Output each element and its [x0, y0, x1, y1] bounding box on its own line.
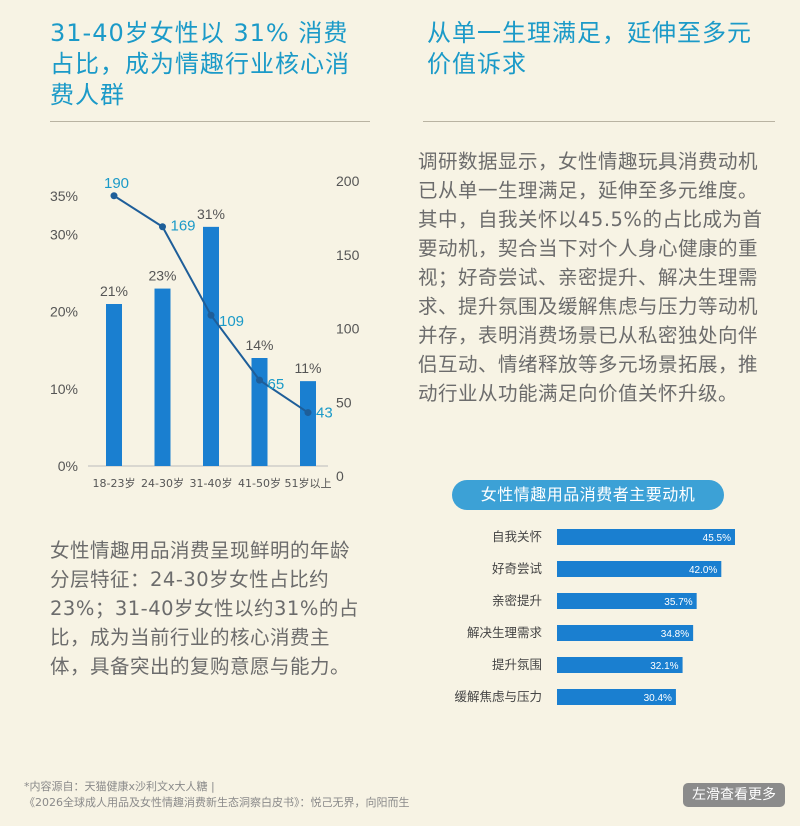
bar-value-label: 21% [100, 283, 128, 299]
line-value-label: 109 [219, 313, 244, 330]
motivation-bar [557, 625, 694, 641]
age-bar [154, 288, 171, 466]
bar-value-label: 11% [295, 360, 322, 376]
y-right-tick: 200 [336, 173, 360, 189]
age-bar [300, 381, 316, 466]
age-bar [251, 358, 268, 466]
line-value-label: 43 [316, 405, 333, 422]
count-point [207, 311, 215, 319]
line-value-label: 65 [268, 376, 285, 393]
age-distribution-chart: 0% 10% 20% 30% 35% 0 50 100 150 200 21% 23% 31% 14% 11… [50, 173, 360, 490]
motivation-category-label: 好奇尝试 [492, 561, 543, 576]
motivation-chart-title: 女性情趣用品消费者主要动机 [452, 480, 724, 510]
bar-value-label: 23% [148, 268, 176, 284]
motivation-value-label: 34.8% [661, 629, 689, 640]
y-left-tick: 0% [58, 458, 78, 474]
left-title: 31-40岁女性以 31% 消费占比，成为情趣行业核心消费人群 [50, 19, 350, 109]
line-value-label: 169 [171, 218, 196, 235]
x-tick-label: 24-30岁 [141, 476, 184, 490]
motivation-value-label: 42.0% [689, 565, 717, 576]
motivation-category-label: 缓解焦虑与压力 [454, 689, 542, 704]
count-point [304, 409, 312, 417]
count-point [110, 192, 118, 200]
motivation-value-label: 30.4% [644, 693, 672, 704]
x-tick-label: 41-50岁 [238, 476, 281, 490]
motivation-value-label: 45.5% [703, 533, 731, 544]
swipe-more-button[interactable]: 左滑查看更多 [683, 783, 785, 807]
line-value-label: 190 [104, 175, 129, 192]
motivation-category-label: 解决生理需求 [467, 625, 543, 640]
right-divider [423, 121, 775, 122]
age-bar [203, 226, 219, 466]
motivation-value-label: 35.7% [664, 597, 692, 608]
source-note-line1: *内容源自：天猫健康x沙利文x大人糖 | [24, 780, 215, 793]
bar-value-label: 14% [245, 337, 273, 353]
y-right-tick: 150 [336, 247, 360, 263]
motivation-category-label: 提升氛围 [492, 657, 542, 672]
motivation-bar [557, 529, 735, 545]
y-left-tick: 10% [50, 381, 78, 397]
age-paragraph: 女性情趣用品消费呈现鲜明的年龄分层特征：24-30岁女性占比约23%；31-40… [50, 539, 359, 678]
motivation-category-label: 自我关怀 [492, 529, 542, 544]
motivation-bar [557, 689, 676, 705]
count-point [256, 376, 263, 384]
source-note-line2: 《2026全球成人用品及女性情趣消费新生态洞察白皮书》：悦己无界，向阳而生 [24, 796, 410, 809]
right-title: 从单一生理满足，延伸至多元价值诉求 [427, 19, 752, 78]
x-tick-label: 31-40岁 [190, 476, 233, 490]
motivation-paragraph: 调研数据显示，女性情趣玩具消费动机已从单一生理满足，延伸至多元维度。其中，自我关… [418, 150, 763, 405]
x-tick-label: 18-23岁 [93, 476, 136, 490]
left-divider [50, 121, 370, 122]
age-bar [106, 304, 122, 466]
count-point [159, 223, 166, 231]
x-tick-label: 51岁以上 [285, 476, 332, 490]
y-right-tick: 0 [336, 468, 344, 484]
y-left-tick: 35% [50, 188, 78, 204]
y-right-tick: 50 [336, 394, 352, 410]
y-right-tick: 100 [336, 321, 360, 337]
motivation-value-label: 32.1% [650, 661, 678, 672]
motivation-bar [557, 561, 722, 577]
motivation-bar [557, 593, 697, 609]
y-left-tick: 30% [50, 227, 78, 243]
motivation-category-label: 亲密提升 [492, 593, 542, 608]
bar-value-label: 31% [197, 206, 225, 222]
motivation-bar-chart: 自我关怀 45.5% 好奇尝试 42.0% 亲密提升 35.7% 解决生理需求 34.8% 提升… [454, 529, 735, 705]
y-left-tick: 20% [50, 304, 78, 320]
motivation-bar [557, 657, 683, 673]
